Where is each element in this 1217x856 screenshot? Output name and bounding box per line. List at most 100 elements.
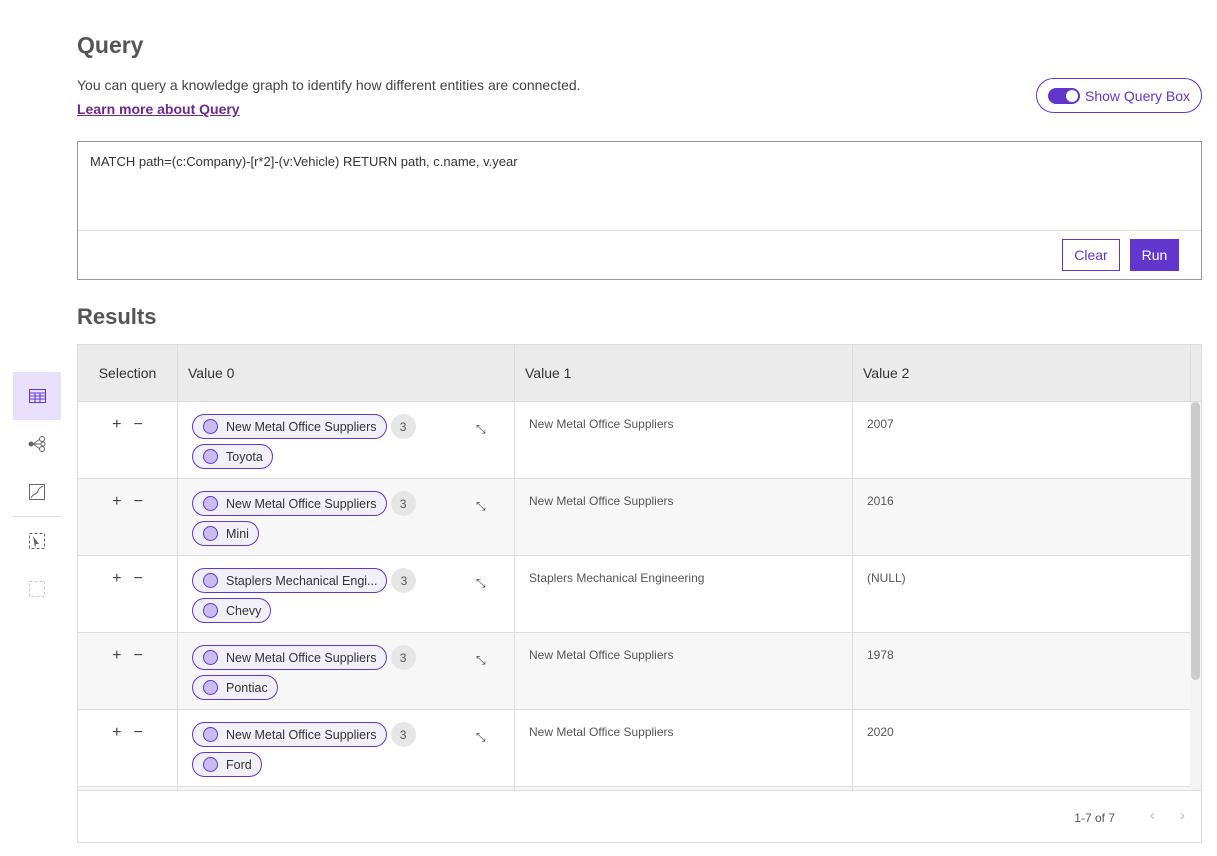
- expand-icon[interactable]: ⤡: [476, 499, 486, 513]
- value-cell: 1978: [853, 633, 1191, 709]
- remove-from-selection-button[interactable]: −: [133, 647, 143, 664]
- results-table: Selection Value 0 Value 1 Value 2 + − New…: [77, 344, 1202, 843]
- entity-chip[interactable]: New Metal Office Suppliers: [192, 414, 387, 439]
- table-row: + − New Metal Office Suppliers 3 Pontiac ⤡…: [78, 633, 1201, 710]
- remove-from-selection-button[interactable]: −: [133, 570, 143, 587]
- remove-from-selection-button[interactable]: −: [133, 724, 143, 741]
- entity-icon: [203, 603, 218, 618]
- page-title: Query: [77, 32, 144, 58]
- entity-chip[interactable]: New Metal Office Suppliers: [192, 645, 387, 670]
- table-row: + − New Metal Office Suppliers 3 Mini ⤡ Ne…: [78, 479, 1201, 556]
- divider: [13, 516, 61, 517]
- query-input[interactable]: MATCH path=(c:Company)-[r*2]-(v:Vehicle)…: [78, 142, 1201, 231]
- add-to-selection-button[interactable]: +: [112, 724, 122, 741]
- entity-chip[interactable]: Ford: [192, 752, 262, 777]
- path-count-badge: 3: [390, 722, 416, 747]
- expand-icon[interactable]: ⤡: [476, 576, 486, 590]
- entity-icon: [203, 680, 218, 695]
- run-button[interactable]: Run: [1130, 239, 1179, 271]
- entity-icon: [203, 650, 218, 665]
- select-icon: [29, 533, 45, 549]
- entity-chip[interactable]: Mini: [192, 521, 259, 546]
- entity-icon: [203, 419, 218, 434]
- column-header: Value 0: [178, 345, 515, 401]
- entity-icon: [203, 496, 218, 511]
- table-row: + − New Metal Office Suppliers 3 Toyota ⤡ …: [78, 402, 1201, 479]
- remove-from-selection-button[interactable]: −: [133, 493, 143, 510]
- value-cell: New Metal Office Suppliers: [515, 402, 853, 478]
- toggle-switch[interactable]: [1048, 87, 1080, 104]
- entity-icon: [203, 449, 218, 464]
- remove-from-selection-button[interactable]: −: [133, 416, 143, 433]
- scrollbar[interactable]: [1190, 402, 1201, 791]
- entity-chip[interactable]: New Metal Office Suppliers: [192, 491, 387, 516]
- link-chart-button[interactable]: [13, 420, 61, 468]
- scrollbar-thumb[interactable]: [1191, 402, 1200, 680]
- select-button[interactable]: [13, 517, 61, 565]
- value-cell: New Metal Office Suppliers: [515, 633, 853, 709]
- expand-icon[interactable]: ⤡: [476, 653, 486, 667]
- value-cell: 2007: [853, 402, 1191, 478]
- selection-cell: + −: [78, 710, 178, 786]
- next-page-button[interactable]: ›: [1180, 807, 1185, 824]
- show-query-box-toggle[interactable]: Show Query Box: [1036, 78, 1202, 113]
- map-button[interactable]: [13, 468, 61, 516]
- prev-page-button[interactable]: ‹: [1150, 807, 1155, 824]
- table-view-button[interactable]: [13, 372, 61, 420]
- clear-selection-icon: [29, 581, 45, 597]
- path-cell: Staplers Mechanical Engi... 3 Chevy ⤡: [178, 556, 515, 632]
- value-cell: New Metal Office Suppliers: [515, 479, 853, 555]
- value-cell: Staplers Mechanical Engineering: [515, 556, 853, 632]
- entity-icon: [203, 757, 218, 772]
- description: You can query a knowledge graph to ident…: [77, 77, 581, 93]
- table-body: + − New Metal Office Suppliers 3 Toyota ⤡ …: [78, 402, 1201, 791]
- learn-more-link[interactable]: Learn more about Query: [77, 101, 240, 117]
- path-count-badge: 3: [390, 414, 416, 439]
- selection-cell: + −: [78, 402, 178, 478]
- results-title: Results: [77, 304, 157, 329]
- clear-selection-button[interactable]: [13, 565, 61, 613]
- add-to-selection-button[interactable]: +: [112, 493, 122, 510]
- table-row: + − Staplers Mechanical Engi... 3 Chevy ⤡ …: [78, 556, 1201, 633]
- entity-icon: [203, 573, 218, 588]
- clear-button[interactable]: Clear: [1062, 239, 1120, 271]
- value-cell: (NULL): [853, 556, 1191, 632]
- path-cell: New Metal Office Suppliers 3 Mini ⤡: [178, 479, 515, 555]
- path-count-badge: 3: [391, 568, 417, 593]
- table-footer: 1-7 of 7 ‹ ›: [78, 790, 1201, 842]
- path-count-badge: 3: [390, 645, 416, 670]
- value-cell: New Metal Office Suppliers: [515, 710, 853, 786]
- link-chart-icon: [28, 436, 46, 452]
- entity-chip[interactable]: Staplers Mechanical Engi...: [192, 568, 388, 593]
- add-to-selection-button[interactable]: +: [112, 570, 122, 587]
- entity-icon: [203, 526, 218, 541]
- add-to-selection-button[interactable]: +: [112, 647, 122, 664]
- selection-cell: + −: [78, 633, 178, 709]
- add-to-selection-button[interactable]: +: [112, 416, 122, 433]
- path-count-badge: 3: [390, 491, 416, 516]
- value-cell: 2020: [853, 710, 1191, 786]
- expand-icon[interactable]: ⤡: [476, 422, 486, 436]
- selection-cell: + −: [78, 556, 178, 632]
- expand-icon[interactable]: ⤡: [476, 730, 486, 744]
- toggle-label: Show Query Box: [1085, 87, 1191, 104]
- entity-icon: [203, 727, 218, 742]
- map-icon: [29, 484, 45, 500]
- entity-chip[interactable]: Chevy: [192, 598, 272, 623]
- column-header: Selection: [78, 345, 178, 401]
- entity-chip[interactable]: Pontiac: [192, 675, 278, 700]
- entity-chip[interactable]: Toyota: [192, 444, 273, 469]
- column-header: Value 2: [853, 345, 1191, 401]
- table-row: + − New Metal Office Suppliers 3 Ford ⤡ Ne…: [78, 710, 1201, 787]
- sidebar: [13, 372, 61, 613]
- pagination-label: 1-7 of 7: [1074, 811, 1115, 825]
- entity-chip[interactable]: New Metal Office Suppliers: [192, 722, 387, 747]
- path-cell: New Metal Office Suppliers 3 Ford ⤡: [178, 710, 515, 786]
- query-box: MATCH path=(c:Company)-[r*2]-(v:Vehicle)…: [77, 141, 1202, 280]
- path-cell: New Metal Office Suppliers 3 Pontiac ⤡: [178, 633, 515, 709]
- column-header: Value 1: [515, 345, 853, 401]
- table-icon: [28, 389, 46, 403]
- selection-cell: + −: [78, 479, 178, 555]
- path-cell: New Metal Office Suppliers 3 Toyota ⤡: [178, 402, 515, 478]
- value-cell: 2016: [853, 479, 1191, 555]
